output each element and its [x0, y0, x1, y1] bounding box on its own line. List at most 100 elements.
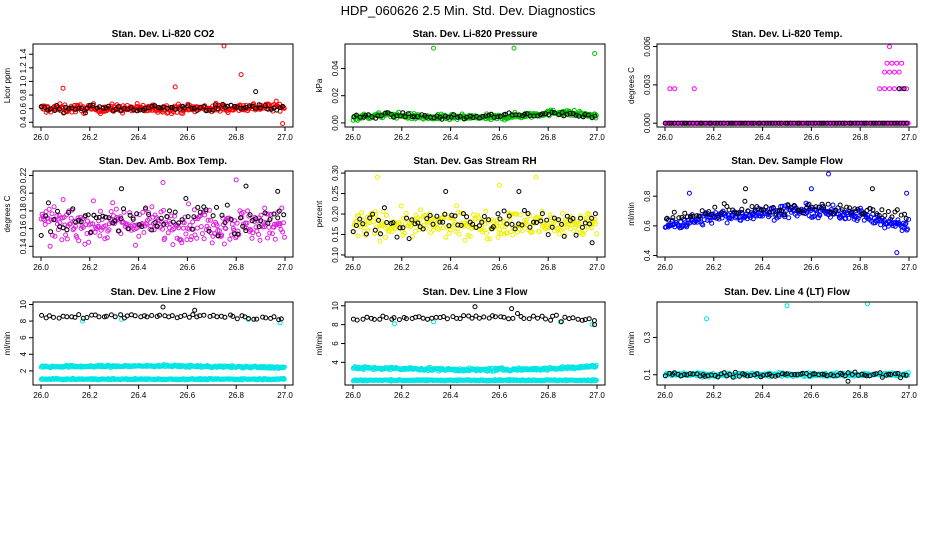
data-point — [357, 216, 363, 222]
data-point — [76, 105, 82, 111]
points-group — [662, 171, 912, 256]
data-point — [400, 110, 406, 116]
data-point — [274, 107, 280, 113]
data-point — [82, 110, 88, 116]
x-tick-label: 27.0 — [277, 133, 293, 142]
data-point — [773, 211, 779, 217]
data-point — [45, 107, 50, 113]
data-point — [261, 224, 267, 230]
data-point — [201, 104, 207, 109]
data-point — [712, 120, 718, 126]
data-point — [199, 231, 205, 237]
data-point — [575, 316, 581, 322]
data-point — [894, 120, 900, 126]
data-point — [904, 86, 910, 92]
data-point — [93, 215, 99, 221]
data-point — [498, 230, 504, 236]
data-point — [106, 227, 112, 233]
data-point — [804, 205, 810, 211]
data-point — [208, 217, 213, 223]
data-point — [811, 213, 817, 219]
data-point — [63, 104, 69, 110]
data-point — [172, 209, 178, 215]
data-point — [540, 111, 545, 117]
y-tick-label: 0.02 — [331, 87, 340, 103]
x-tick-label: 26.2 — [706, 133, 722, 142]
data-point — [397, 220, 402, 225]
data-point — [483, 113, 489, 119]
data-point — [800, 210, 806, 216]
data-point — [538, 218, 544, 224]
data-point — [830, 202, 836, 208]
data-point — [688, 213, 693, 219]
data-point — [265, 235, 270, 241]
data-point — [827, 214, 833, 220]
data-point — [214, 223, 220, 229]
data-point — [247, 212, 253, 218]
y-axis-label: percent — [315, 200, 324, 227]
data-point — [367, 215, 373, 221]
data-point — [172, 106, 178, 112]
data-point — [806, 201, 812, 207]
data-point — [262, 205, 268, 211]
data-point — [363, 231, 369, 237]
data-point — [247, 103, 253, 109]
data-point — [455, 222, 461, 228]
data-point — [140, 209, 146, 215]
x-tick-label: 27.0 — [901, 391, 917, 400]
data-point — [592, 211, 598, 217]
data-point — [240, 209, 246, 215]
data-point — [161, 207, 166, 213]
y-tick-label: 0.6 — [19, 103, 28, 115]
data-point — [708, 212, 714, 218]
data-point — [510, 315, 516, 321]
data-point — [233, 177, 239, 183]
data-point — [210, 107, 216, 113]
data-point — [84, 105, 90, 111]
y-tick-label: 0.20 — [331, 206, 340, 222]
data-point — [549, 109, 555, 115]
data-point — [497, 216, 503, 222]
data-point — [894, 250, 900, 256]
data-point — [700, 222, 706, 228]
data-point — [110, 200, 116, 206]
data-point — [353, 223, 359, 228]
data-point — [106, 215, 112, 221]
data-point — [437, 219, 443, 225]
x-tick-label: 26.8 — [852, 391, 868, 400]
data-point — [736, 210, 742, 216]
data-point — [747, 215, 753, 221]
data-point — [267, 230, 273, 236]
data-point — [749, 120, 755, 126]
y-axis-label: ml/min — [627, 332, 636, 356]
data-point — [510, 232, 516, 238]
data-point — [679, 120, 685, 126]
data-point — [905, 226, 910, 232]
data-point — [68, 215, 74, 221]
data-point — [461, 313, 467, 319]
data-point — [418, 207, 424, 213]
data-point — [39, 312, 45, 318]
data-point — [511, 45, 517, 51]
data-point — [771, 217, 777, 223]
y-tick-label: 0.20 — [19, 185, 28, 201]
data-point — [220, 101, 226, 107]
data-point — [852, 120, 858, 126]
data-point — [42, 105, 48, 110]
x-tick-label: 26.0 — [657, 391, 673, 400]
data-point — [439, 116, 445, 122]
data-point — [847, 120, 852, 126]
data-point — [273, 222, 279, 228]
data-point — [767, 212, 773, 218]
data-point — [376, 217, 381, 223]
data-point — [521, 208, 527, 213]
data-point — [430, 221, 436, 227]
data-point — [160, 180, 166, 185]
data-point — [402, 230, 407, 236]
y-tick-label: 0.003 — [643, 74, 652, 95]
data-point — [587, 221, 592, 227]
panel-5: Stan. Dev. Gas Stream RH percent 26.0 26.2 2… — [315, 156, 606, 272]
data-point — [272, 236, 278, 242]
data-point — [282, 364, 287, 370]
